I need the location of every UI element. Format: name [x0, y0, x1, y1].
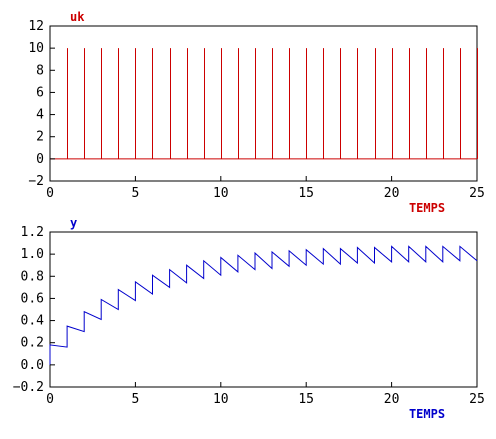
uk-x-tick-label: 25: [469, 186, 485, 201]
y-y-tick-label: 0.6: [21, 291, 44, 306]
y-series-line: [49, 245, 478, 365]
uk-y-tick-label: 10: [28, 41, 44, 56]
uk-y-axis: −2 0 2 4 6 8 10 12: [28, 19, 55, 189]
y-chart-title: y: [70, 216, 77, 230]
uk-x-axis-label: TEMPS: [409, 201, 445, 215]
uk-x-tick-label: 0: [46, 186, 54, 201]
uk-x-tick-label: 5: [131, 186, 139, 201]
uk-y-tick-label: −2: [28, 174, 44, 189]
uk-y-tick-label: 8: [36, 63, 44, 78]
y-plot-frame: [49, 231, 478, 388]
y-y-tick-label: 0.0: [21, 358, 44, 373]
y-x-tick-label: 25: [469, 392, 485, 407]
y-x-axis-label: TEMPS: [409, 407, 445, 421]
uk-x-tick-label: 20: [384, 186, 400, 201]
y-x-tick-label: 10: [213, 392, 229, 407]
y-x-axis: 0 5 10 15 20 25: [46, 382, 485, 407]
uk-y-tick-label: 0: [36, 152, 44, 167]
y-y-axis: −0.2 0.0 0.2 0.4 0.6 0.8 1.0 1.2: [13, 225, 55, 395]
y-x-tick-label: 20: [384, 392, 400, 407]
uk-x-axis: 0 5 10 15 20 25: [46, 176, 485, 201]
uk-y-tick-label: 6: [36, 85, 44, 100]
uk-series: [50, 48, 478, 160]
y-y-tick-label: 0.4: [21, 314, 45, 329]
y-y-tick-label: 0.8: [21, 269, 44, 284]
uk-y-tick-label: 2: [36, 130, 44, 145]
uk-y-tick-label: 12: [28, 19, 44, 34]
y-x-tick-label: 0: [46, 392, 54, 407]
y-y-tick-label: 1.2: [21, 225, 44, 240]
y-y-tick-label: −0.2: [13, 380, 44, 395]
y-series: [49, 245, 478, 365]
uk-plot-frame: [49, 25, 478, 182]
y-x-tick-label: 15: [298, 392, 314, 407]
uk-y-tick-label: 4: [36, 108, 44, 123]
y-y-tick-label: 1.0: [21, 247, 44, 262]
uk-chart-title: uk: [70, 10, 85, 24]
uk-x-tick-label: 15: [298, 186, 314, 201]
y-y-tick-label: 0.2: [21, 336, 44, 351]
y-chart: −0.2 0.0 0.2 0.4 0.6 0.8 1.0 1.2 0 5 10 15 20 25 y T…: [13, 216, 485, 421]
y-x-tick-label: 5: [131, 392, 139, 407]
uk-x-tick-label: 10: [213, 186, 229, 201]
